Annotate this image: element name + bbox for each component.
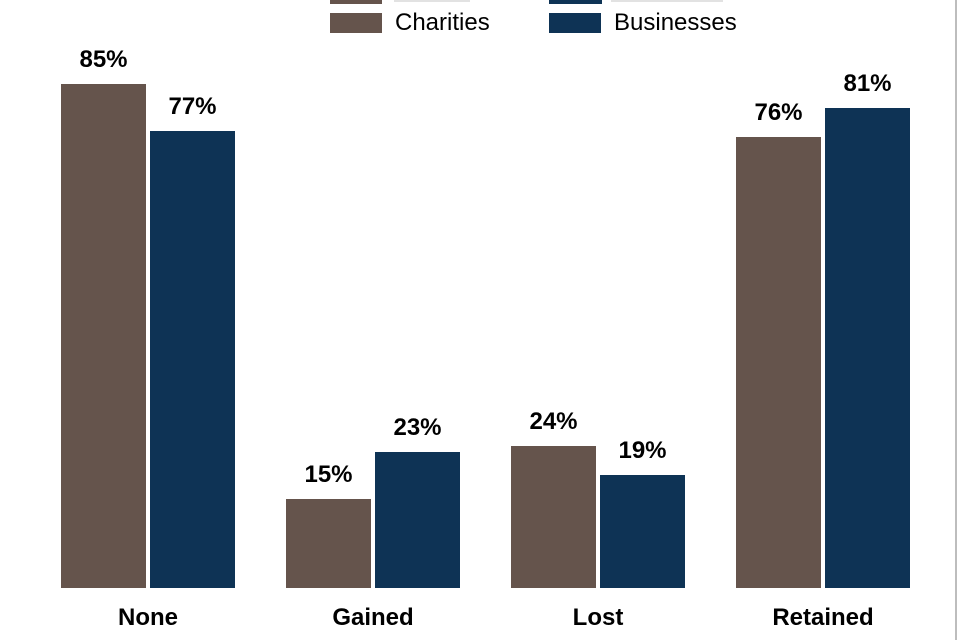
value-label-charities-retained: 76%	[754, 99, 803, 126]
value-label-businesses-retained: 81%	[843, 70, 892, 97]
legend-item-charities: Charities	[330, 9, 490, 36]
bar-businesses-none	[150, 131, 235, 588]
category-label-none: None	[118, 604, 178, 631]
value-label-charities-gained: 15%	[304, 461, 353, 488]
bar-charities-none	[61, 84, 146, 588]
legend-swatch-businesses	[549, 13, 601, 33]
cropped-text-fragment	[394, 0, 470, 2]
value-label-businesses-gained: 23%	[393, 414, 442, 441]
bar-charities-retained	[736, 137, 821, 588]
cropped-businesses-swatch-fragment	[549, 0, 602, 4]
right-edge-line	[955, 0, 957, 640]
bar-businesses-retained	[825, 108, 910, 588]
category-label-lost: Lost	[572, 604, 624, 631]
bar-charities-lost	[511, 446, 596, 588]
category-label-gained: Gained	[332, 604, 414, 631]
value-label-charities-none: 85%	[79, 46, 128, 73]
value-label-businesses-none: 77%	[168, 93, 217, 120]
bar-businesses-gained	[375, 452, 460, 588]
cropped-text-fragment	[611, 0, 723, 2]
legend-label-businesses: Businesses	[614, 9, 737, 36]
category-label-retained: Retained	[772, 604, 874, 631]
value-label-charities-lost: 24%	[529, 408, 578, 435]
legend-item-businesses: Businesses	[549, 9, 737, 36]
value-label-businesses-lost: 19%	[618, 437, 667, 464]
bar-businesses-lost	[600, 475, 685, 588]
cropped-charities-swatch-fragment	[330, 0, 382, 4]
legend-swatch-charities	[330, 13, 382, 33]
bar-charities-gained	[286, 499, 371, 588]
legend-label-charities: Charities	[395, 9, 490, 36]
